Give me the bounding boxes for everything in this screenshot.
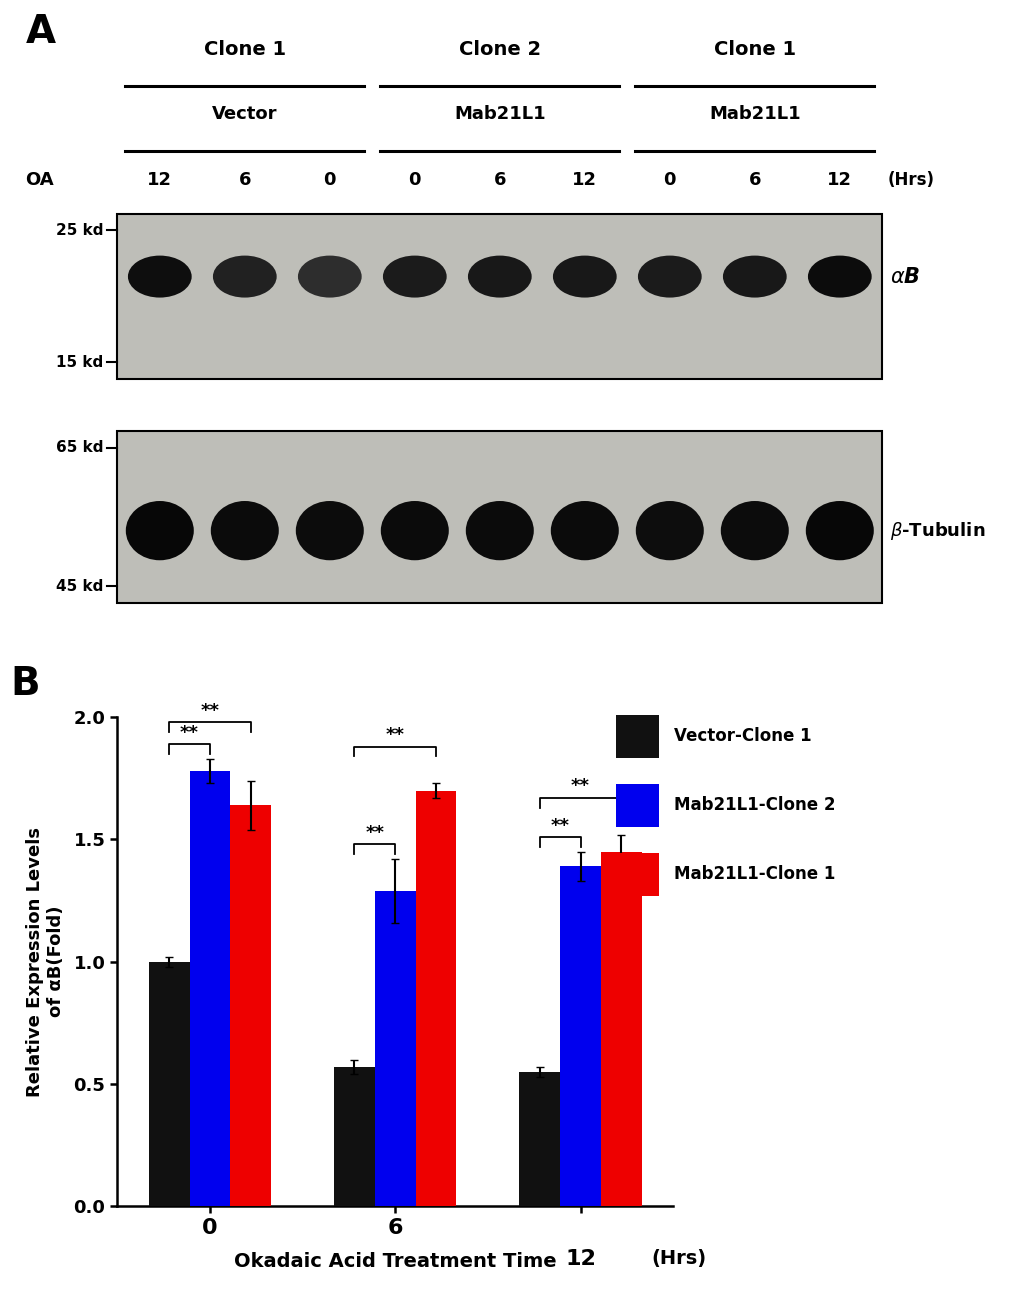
Text: 6: 6 <box>493 171 505 189</box>
Text: Mab21L1-Clone 1: Mab21L1-Clone 1 <box>674 865 835 883</box>
Text: 45 kd: 45 kd <box>56 579 103 593</box>
Text: 65 kd: 65 kd <box>55 441 103 455</box>
Text: **: ** <box>201 702 219 720</box>
Text: Mab21L1: Mab21L1 <box>708 106 800 124</box>
Text: 15 kd: 15 kd <box>56 355 103 370</box>
Text: Vector-Clone 1: Vector-Clone 1 <box>674 728 811 746</box>
Text: 0: 0 <box>409 171 421 189</box>
Text: 6: 6 <box>238 171 251 189</box>
Text: 25 kd: 25 kd <box>55 223 103 239</box>
X-axis label: Okadaic Acid Treatment Time: Okadaic Acid Treatment Time <box>233 1252 556 1271</box>
Ellipse shape <box>125 501 194 561</box>
Ellipse shape <box>211 501 278 561</box>
Text: **: ** <box>571 777 589 795</box>
Text: **: ** <box>180 724 199 742</box>
Text: B: B <box>10 665 40 703</box>
Bar <box>190 771 230 1206</box>
Ellipse shape <box>635 501 703 561</box>
Text: Mab21L1: Mab21L1 <box>453 106 545 124</box>
Bar <box>149 962 190 1206</box>
Bar <box>375 891 415 1206</box>
Text: 0: 0 <box>663 171 676 189</box>
Bar <box>230 805 271 1206</box>
Bar <box>615 784 658 827</box>
Bar <box>519 1072 559 1206</box>
Ellipse shape <box>468 256 531 297</box>
Text: Clone 2: Clone 2 <box>459 39 540 59</box>
Ellipse shape <box>382 256 446 297</box>
Text: 0: 0 <box>323 171 335 189</box>
Ellipse shape <box>552 256 616 297</box>
Text: Clone 1: Clone 1 <box>204 39 285 59</box>
Ellipse shape <box>380 501 448 561</box>
Text: $\beta$-Tubulin: $\beta$-Tubulin <box>890 519 985 541</box>
Ellipse shape <box>127 256 192 297</box>
Ellipse shape <box>807 256 871 297</box>
Bar <box>415 790 455 1206</box>
Text: 12: 12 <box>826 171 852 189</box>
Text: (Hrs): (Hrs) <box>650 1249 705 1267</box>
Bar <box>615 853 658 896</box>
Text: Clone 1: Clone 1 <box>713 39 795 59</box>
Y-axis label: Relative Expression Levels
of αB(Fold): Relative Expression Levels of αB(Fold) <box>26 827 65 1097</box>
Bar <box>117 214 881 378</box>
Bar <box>559 866 600 1206</box>
Ellipse shape <box>550 501 619 561</box>
Text: **: ** <box>365 824 384 842</box>
Ellipse shape <box>298 256 362 297</box>
Text: A: A <box>25 13 56 51</box>
Text: Vector: Vector <box>212 106 277 124</box>
Text: $\alpha$B: $\alpha$B <box>890 266 920 287</box>
Ellipse shape <box>805 501 873 561</box>
Text: OA: OA <box>25 171 54 189</box>
Ellipse shape <box>213 256 276 297</box>
Bar <box>117 432 881 602</box>
Text: (Hrs): (Hrs) <box>887 171 933 189</box>
Text: 12: 12 <box>565 1249 595 1269</box>
Text: **: ** <box>550 816 569 835</box>
Ellipse shape <box>637 256 701 297</box>
Text: **: ** <box>385 726 405 745</box>
Ellipse shape <box>296 501 364 561</box>
Text: 12: 12 <box>147 171 172 189</box>
Ellipse shape <box>722 256 786 297</box>
Text: Mab21L1-Clone 2: Mab21L1-Clone 2 <box>674 797 835 814</box>
Ellipse shape <box>720 501 788 561</box>
Bar <box>615 715 658 758</box>
Text: 12: 12 <box>572 171 597 189</box>
Bar <box>600 852 641 1206</box>
Text: 6: 6 <box>748 171 760 189</box>
Bar <box>334 1067 375 1206</box>
Ellipse shape <box>466 501 533 561</box>
